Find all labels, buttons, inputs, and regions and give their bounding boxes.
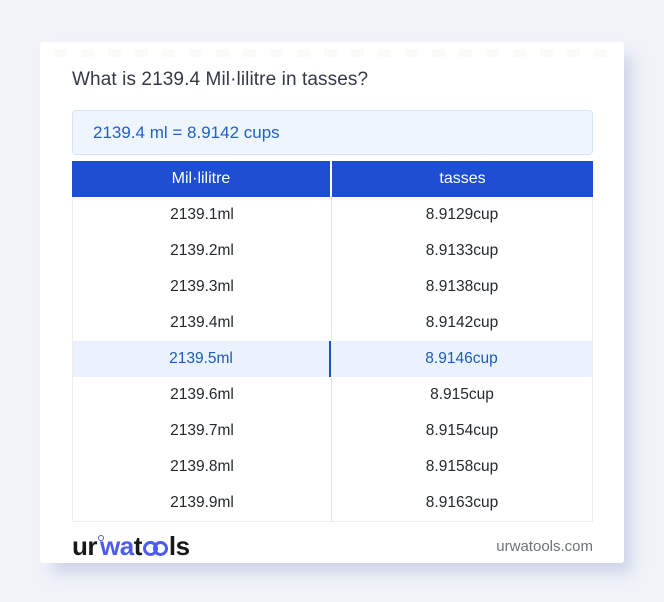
cell-millilitre: 2139.1ml xyxy=(73,197,332,233)
site-url: urwatools.com xyxy=(496,537,593,555)
logo-ring-icon xyxy=(98,535,104,541)
table-header-row: Mil·lilitre tasses xyxy=(72,161,593,197)
logo-text-ls: ls xyxy=(168,531,190,561)
cell-tasses: 8.9163cup xyxy=(425,494,499,511)
table-row[interactable]: 2139.9ml 8.9163cup xyxy=(73,485,592,521)
table-row[interactable]: 2139.5ml 8.9146cup xyxy=(73,341,592,377)
cell-millilitre: 2139.7ml xyxy=(73,413,332,449)
cell-tasses: 8.9133cup xyxy=(425,242,499,259)
cell-tasses: 8.915cup xyxy=(430,386,494,403)
logo-oo-glasses-icon xyxy=(142,541,168,556)
cell-tasses: 8.9129cup xyxy=(425,206,499,223)
logo-text-t: t xyxy=(133,531,143,561)
table-row[interactable]: 2139.2ml 8.9133cup xyxy=(73,233,592,269)
conversion-result-text: 2139.4 ml = 8.9142 cups xyxy=(93,122,280,142)
table-row[interactable]: 2139.6ml 8.915cup xyxy=(73,377,592,413)
cell-millilitre: 2139.5ml xyxy=(73,341,331,377)
converter-card: What is 2139.4 Mil·lilitre in tasses? 21… xyxy=(40,42,624,563)
cell-tasses: 8.9138cup xyxy=(425,278,499,295)
cell-tasses: 8.9154cup xyxy=(425,422,499,439)
table-row[interactable]: 2139.7ml 8.9154cup xyxy=(73,413,592,449)
logo-text-wa: wa xyxy=(100,531,134,561)
cell-tasses: 8.9158cup xyxy=(425,458,499,475)
cell-millilitre: 2139.8ml xyxy=(73,449,332,485)
table-row[interactable]: 2139.1ml 8.9129cup xyxy=(73,197,592,233)
cell-millilitre: 2139.3ml xyxy=(73,269,332,305)
page-title: What is 2139.4 Mil·lilitre in tasses? xyxy=(72,69,369,90)
table-body: 2139.1ml 8.9129cup 2139.2ml 8.9133cup 2139.3… xyxy=(72,197,593,522)
conversion-result-box: 2139.4 ml = 8.9142 cups xyxy=(72,110,593,155)
cell-tasses: 8.9146cup xyxy=(425,350,498,367)
table-row[interactable]: 2139.8ml 8.9158cup xyxy=(73,449,592,485)
table-header-millilitre: Mil·lilitre xyxy=(72,161,332,197)
table-row[interactable]: 2139.4ml 8.9142cup xyxy=(73,305,592,341)
cell-millilitre: 2139.2ml xyxy=(73,233,332,269)
logo-text-ur: ur xyxy=(72,531,98,561)
cell-millilitre: 2139.6ml xyxy=(73,377,332,413)
table-row[interactable]: 2139.3ml 8.9138cup xyxy=(73,269,592,305)
decorative-dashes xyxy=(54,49,610,57)
table-header-tasses: tasses xyxy=(439,170,486,187)
cell-millilitre: 2139.9ml xyxy=(73,485,332,521)
card-footer: ur wa t ls urwatools.com xyxy=(72,529,593,563)
conversion-table: Mil·lilitre tasses 2139.1ml 8.9129cup 2139… xyxy=(72,161,593,522)
cell-millilitre: 2139.4ml xyxy=(73,305,332,341)
urwatools-logo[interactable]: ur wa t ls xyxy=(72,533,190,559)
cell-tasses: 8.9142cup xyxy=(425,314,499,331)
